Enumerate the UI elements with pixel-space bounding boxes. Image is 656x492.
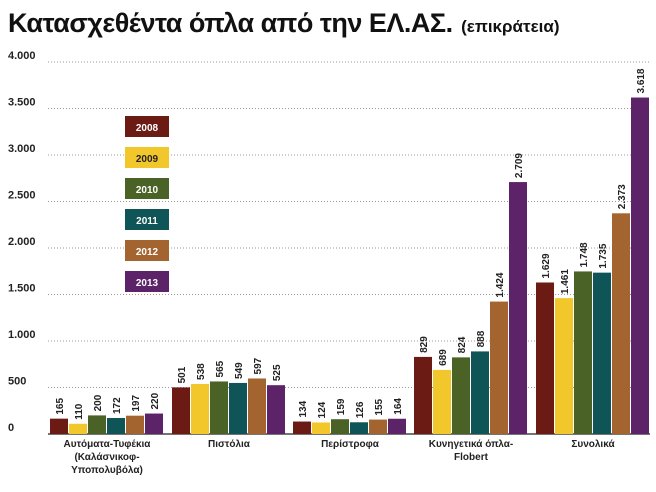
- y-tick-label: 2.000: [8, 236, 36, 248]
- bar-2011-2: [350, 422, 368, 434]
- y-tick-label: 3.000: [8, 143, 36, 155]
- data-label: 829: [419, 336, 430, 353]
- y-tick-label: 4.000: [8, 50, 36, 62]
- data-label: 689: [438, 349, 449, 366]
- legend-label: 2012: [136, 247, 159, 258]
- bar-2012-2: [369, 419, 387, 434]
- legend-swatch-2008: [125, 116, 169, 137]
- legend-label: 2010: [136, 185, 159, 196]
- bar-2008-2: [293, 421, 311, 434]
- y-tick-label: 0: [8, 422, 14, 434]
- data-label: 110: [74, 403, 85, 420]
- legend-label: 2013: [136, 278, 159, 289]
- legend: 2008 2009 2010 2011 2012 2013: [125, 116, 169, 292]
- data-label: 538: [196, 363, 207, 380]
- data-label: 159: [336, 398, 347, 415]
- bar-2008-4: [536, 282, 554, 434]
- bar-2010-2: [331, 419, 349, 434]
- data-label: 1.748: [579, 242, 590, 267]
- legend-label: 2011: [136, 216, 158, 227]
- data-label: 1.735: [598, 243, 609, 268]
- bar-2008-1: [172, 387, 190, 434]
- data-label: 824: [457, 336, 468, 353]
- data-label: 155: [374, 398, 385, 415]
- x-axis: Αυτόματα-Τυφέκια (Καλάσνικοφ- Υποπολυβόλα)…: [64, 439, 616, 476]
- bar-2011-1: [229, 382, 247, 434]
- bar-2009-4: [555, 298, 573, 434]
- bar-2013-0: [145, 413, 163, 434]
- chart-subtitle: (επικράτεια): [461, 17, 560, 36]
- data-label: 165: [55, 398, 66, 415]
- bar-2010-1: [210, 381, 228, 434]
- y-tick-label: 500: [8, 376, 26, 388]
- data-label: 501: [177, 366, 188, 383]
- legend-swatch-2010: [125, 178, 169, 199]
- data-label: 888: [476, 330, 487, 347]
- bar-2009-0: [69, 423, 87, 434]
- bar-2011-0: [107, 418, 125, 434]
- y-tick-label: 1.500: [8, 283, 36, 295]
- data-label: 2.709: [514, 153, 525, 178]
- bar-2008-0: [50, 418, 68, 434]
- bar-2011-4: [593, 272, 611, 434]
- bar-2008-3: [414, 356, 432, 434]
- data-label: 597: [253, 357, 264, 374]
- x-category-label: Κυνηγετικά όπλα-: [429, 439, 513, 450]
- data-label: 549: [234, 362, 245, 379]
- bar-2010-3: [452, 357, 470, 434]
- x-category-label: Πιστόλια: [208, 439, 251, 450]
- data-label: 164: [393, 398, 404, 415]
- data-label: 565: [215, 360, 226, 377]
- chart-title-block: Κατασχεθέντα όπλα από την ΕΛ.ΑΣ. (επικρά…: [8, 8, 560, 39]
- data-label: 134: [298, 400, 309, 417]
- y-tick-label: 3.500: [8, 97, 36, 109]
- data-label: 2.373: [617, 184, 628, 209]
- bar-2009-3: [433, 369, 451, 434]
- bar-2013-1: [267, 385, 285, 434]
- data-label: 1.424: [495, 272, 506, 297]
- data-label: 124: [317, 401, 328, 418]
- bar-2013-2: [388, 418, 406, 434]
- x-category-label: Αυτόματα-Τυφέκια: [64, 439, 152, 450]
- legend-swatch-2009: [125, 147, 169, 168]
- bar-2013-3: [509, 182, 527, 434]
- data-label: 126: [355, 401, 366, 418]
- data-label: 200: [93, 394, 104, 411]
- bar-2012-4: [612, 213, 630, 434]
- bar-2010-4: [574, 271, 592, 434]
- bar-2009-2: [312, 422, 330, 434]
- y-axis: 0 500 1.000 1.500 2.000 2.500 3.000 3.500 4.000: [8, 50, 36, 434]
- data-label: 197: [131, 395, 142, 412]
- x-category-label: Περίστροφα: [321, 439, 380, 450]
- data-label: 525: [272, 364, 283, 381]
- x-category-label: Συνολικά: [571, 439, 615, 450]
- bar-2012-1: [248, 378, 266, 434]
- legend-swatch-2012: [125, 240, 169, 261]
- data-label: 1.629: [541, 253, 552, 278]
- data-label: 220: [150, 392, 161, 409]
- y-tick-label: 1.000: [8, 329, 36, 341]
- legend-swatch-2011: [125, 209, 169, 230]
- bars-layer: 165 110 200 172 197 220 501 538 565 549 597 525 134 1…: [50, 68, 649, 434]
- x-category-label: Flobert: [454, 452, 489, 463]
- data-label: 172: [112, 397, 123, 414]
- legend-swatch-2013: [125, 271, 169, 292]
- bar-2013-4: [631, 97, 649, 434]
- y-tick-label: 2.500: [8, 190, 36, 202]
- data-label: 3.618: [636, 68, 647, 93]
- bar-2012-3: [490, 301, 508, 434]
- bar-2012-0: [126, 415, 144, 434]
- chart-title: Κατασχεθέντα όπλα από την ΕΛ.ΑΣ.: [8, 8, 453, 38]
- legend-label: 2009: [136, 154, 159, 165]
- bar-2009-1: [191, 383, 209, 434]
- legend-label: 2008: [136, 123, 159, 134]
- bar-2010-0: [88, 415, 106, 434]
- bar-2011-3: [471, 351, 489, 434]
- data-label: 1.461: [560, 269, 571, 294]
- x-category-label: (Καλάσνικοφ-: [74, 452, 139, 463]
- x-category-label: Υποπολυβόλα): [71, 465, 143, 476]
